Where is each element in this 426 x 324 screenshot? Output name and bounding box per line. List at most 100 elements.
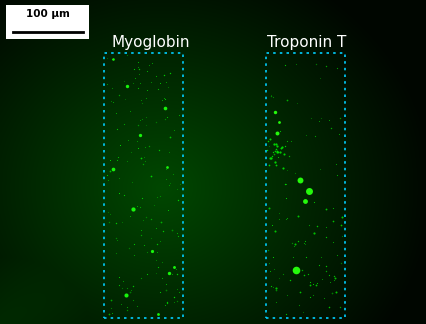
Point <box>294 239 301 244</box>
Point <box>156 147 163 153</box>
Point <box>307 283 314 288</box>
Point <box>276 128 283 133</box>
Point <box>154 249 161 254</box>
Point <box>113 110 120 116</box>
Point <box>279 271 286 276</box>
Point <box>323 225 330 230</box>
Point <box>124 158 130 163</box>
Point <box>270 149 277 155</box>
Point <box>307 279 314 284</box>
Point <box>173 266 179 271</box>
Point <box>162 287 169 293</box>
Point <box>146 144 153 149</box>
Point <box>270 95 277 100</box>
Point <box>135 59 141 64</box>
Point <box>114 154 121 159</box>
Point <box>266 163 273 168</box>
Point <box>165 208 172 213</box>
Point <box>130 297 136 302</box>
Point <box>271 151 277 156</box>
Point <box>155 87 162 92</box>
Point <box>163 282 170 287</box>
Point <box>334 65 341 71</box>
Point <box>142 145 149 150</box>
Point <box>318 254 325 260</box>
Point <box>283 195 290 200</box>
Point <box>272 288 279 293</box>
Point <box>127 149 134 155</box>
Point <box>128 288 135 293</box>
Point <box>287 139 294 144</box>
Point <box>283 216 290 221</box>
Point <box>161 302 168 307</box>
Point <box>326 280 333 285</box>
Text: Myoglobin: Myoglobin <box>112 35 190 50</box>
Point <box>157 80 164 85</box>
Point <box>105 209 112 214</box>
Point <box>124 304 130 309</box>
Point <box>126 289 133 295</box>
Point <box>330 278 337 283</box>
Point <box>322 269 329 274</box>
Point <box>337 261 344 266</box>
Point <box>330 240 337 245</box>
Point <box>114 157 121 162</box>
Point <box>107 158 114 163</box>
Point <box>163 80 170 85</box>
Point <box>314 281 321 286</box>
Point <box>337 222 344 227</box>
Point <box>277 149 284 155</box>
Point <box>301 272 308 277</box>
Point <box>138 227 144 233</box>
Point <box>273 148 280 153</box>
Point <box>305 271 311 276</box>
Point <box>302 241 308 247</box>
Point <box>163 164 170 169</box>
Point <box>271 160 278 165</box>
Point <box>124 286 130 291</box>
Point <box>168 271 175 276</box>
Point <box>171 295 178 300</box>
Point <box>139 162 146 167</box>
Point <box>336 132 343 137</box>
Point <box>152 226 159 231</box>
Point <box>134 203 141 209</box>
Point <box>305 188 312 193</box>
Point <box>333 290 340 295</box>
Point <box>131 253 138 258</box>
Point <box>316 166 323 171</box>
Point <box>323 63 330 68</box>
Point <box>161 117 168 122</box>
Point <box>140 242 147 248</box>
Point <box>109 56 116 61</box>
Point <box>268 284 275 289</box>
Point <box>173 286 180 291</box>
Point <box>268 93 274 98</box>
Point <box>152 270 159 275</box>
Point <box>302 132 309 137</box>
Point <box>113 126 120 131</box>
Bar <box>266 53 345 318</box>
Point <box>167 71 174 76</box>
Point <box>158 275 165 280</box>
Point <box>157 290 164 295</box>
Point <box>166 149 173 154</box>
Point <box>269 222 276 227</box>
Point <box>165 270 172 275</box>
Point <box>297 178 304 183</box>
Point <box>176 289 183 294</box>
Point <box>273 285 280 290</box>
Point <box>149 248 155 253</box>
Point <box>276 120 282 125</box>
Point <box>155 264 162 270</box>
Point <box>267 268 273 273</box>
Point <box>297 290 304 295</box>
Point <box>103 55 110 61</box>
Point <box>173 187 180 192</box>
Point <box>289 241 296 246</box>
Point <box>291 241 298 246</box>
Point <box>121 96 128 101</box>
Point <box>130 81 137 86</box>
Point <box>279 165 286 170</box>
Point <box>332 275 339 281</box>
